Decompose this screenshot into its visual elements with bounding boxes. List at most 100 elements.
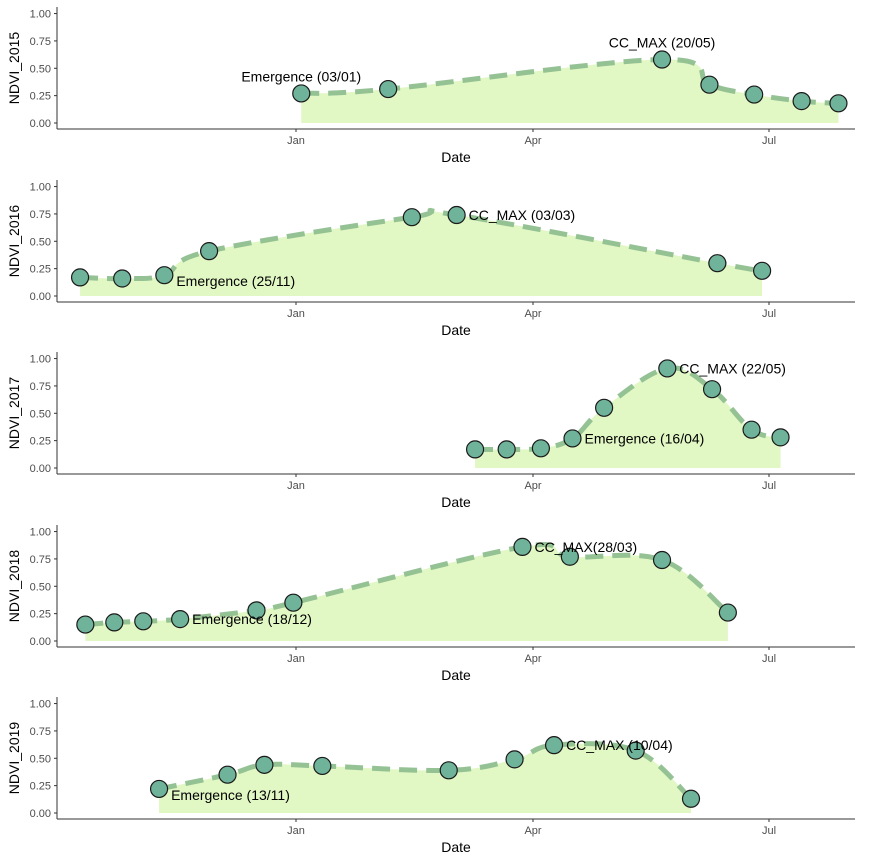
- y-tick-label: 1.00: [30, 9, 51, 21]
- ndvi-point: [402, 208, 421, 227]
- ndvi-point: [218, 765, 237, 784]
- ndvi-point: [439, 761, 458, 780]
- ndvi-area: [475, 367, 781, 468]
- annotation-label: Emergence (18/12): [192, 611, 312, 627]
- y-tick-label: 1.00: [30, 699, 51, 711]
- y-tick-label: 1.00: [30, 182, 51, 194]
- annotation-label: CC_MAX (10/04): [566, 737, 673, 753]
- y-tick-label: 0.75: [30, 36, 51, 48]
- ndvi-area: [301, 59, 839, 123]
- ndvi-point: [247, 601, 266, 620]
- x-tick-label: Jan: [287, 653, 305, 665]
- x-tick-label: Jul: [762, 308, 776, 320]
- annotation-label: CC_MAX (22/05): [679, 360, 786, 376]
- ndvi-panel-1: 0.00 0.25 0.50 0.75 1.00 Jan Apr Jul Date NDVI_20…: [6, 7, 855, 165]
- y-tick-label: 0.00: [30, 463, 51, 475]
- x-tick-label: Jul: [762, 653, 776, 665]
- ndvi-line: [158, 741, 693, 801]
- ndvi-point: [70, 268, 90, 287]
- ndvi-point: [829, 94, 848, 113]
- y-axis-title: NDVI_2016: [6, 205, 22, 278]
- ndvi-point: [379, 79, 398, 99]
- y-tick-label: 0.50: [30, 63, 51, 75]
- ndvi-point: [563, 429, 582, 448]
- ndvi-point: [447, 205, 466, 225]
- ndvi-point: [718, 603, 737, 622]
- ndvi-point: [134, 612, 153, 631]
- ndvi-area: [159, 743, 692, 813]
- ndvi-point: [544, 736, 564, 755]
- ndvi-point: [255, 755, 274, 774]
- y-tick-label: 0.75: [30, 381, 51, 393]
- y-tick-label: 0.50: [30, 753, 51, 765]
- annotation-label: Emergence (25/11): [176, 273, 295, 289]
- x-axis-title: Date: [441, 667, 471, 683]
- ndvi-point: [594, 398, 614, 417]
- annotation-label: Emergence (13/11): [171, 787, 290, 803]
- ndvi-point: [771, 428, 790, 447]
- ndvi-point: [652, 550, 672, 570]
- ndvi-point: [200, 242, 219, 261]
- y-axis-title: NDVI_2018: [6, 550, 22, 623]
- x-tick-label: Jul: [762, 135, 776, 147]
- x-axis-title: Date: [441, 149, 471, 165]
- y-axis-title: NDVI_2019: [6, 722, 22, 795]
- annotation-label: Emergence (03/01): [241, 68, 361, 84]
- y-tick-label: 1.00: [30, 527, 51, 539]
- y-axis-title: NDVI_2017: [6, 377, 22, 450]
- ndvi-point: [149, 779, 169, 799]
- ndvi-point: [292, 84, 311, 103]
- x-tick-label: Jan: [287, 308, 305, 320]
- ndvi-panel-3: 0.00 0.25 0.50 0.75 1.00 Jan Apr Jul Date NDVI_20…: [6, 352, 855, 510]
- ndvi-point: [513, 537, 532, 556]
- ndvi-point: [284, 593, 303, 612]
- ndvi-point: [155, 266, 174, 285]
- y-axis-title: NDVI_2015: [6, 32, 22, 105]
- y-tick-label: 0.75: [30, 554, 51, 566]
- x-axis-title: Date: [441, 322, 471, 338]
- annotation-label: CC_MAX (20/05): [609, 35, 716, 51]
- y-tick-label: 0.00: [30, 118, 51, 130]
- x-tick-label: Apr: [524, 653, 541, 665]
- annotation-label: CC_MAX (03/03): [469, 207, 576, 223]
- x-tick-label: Apr: [524, 480, 541, 492]
- y-tick-label: 0.00: [30, 636, 51, 648]
- ndvi-point: [652, 50, 672, 69]
- y-tick-label: 0.00: [30, 808, 51, 820]
- annotation-label: CC_MAX(28/03): [534, 539, 637, 555]
- ndvi-point: [626, 741, 645, 760]
- ndvi-point: [752, 261, 772, 280]
- x-axis-title: Date: [441, 839, 471, 855]
- x-tick-label: Jan: [287, 135, 305, 147]
- y-tick-label: 0.00: [30, 291, 51, 303]
- y-tick-label: 0.25: [30, 264, 51, 276]
- ndvi-point: [113, 269, 132, 288]
- y-tick-label: 0.25: [30, 781, 51, 793]
- y-tick-label: 1.00: [30, 354, 51, 366]
- ndvi-point: [792, 92, 811, 111]
- ndvi-area: [80, 210, 763, 296]
- ndvi-point: [681, 789, 701, 808]
- ndvi-point: [745, 85, 764, 104]
- y-tick-label: 0.75: [30, 209, 51, 221]
- x-tick-label: Jul: [762, 825, 776, 837]
- ndvi-panel-5: 0.00 0.25 0.50 0.75 1.00 Jan Apr Jul Date NDVI_20…: [6, 697, 855, 855]
- ndvi-point: [465, 440, 485, 459]
- ndvi-point: [313, 756, 332, 776]
- y-tick-label: 0.75: [30, 726, 51, 738]
- y-tick-label: 0.50: [30, 408, 51, 420]
- x-axis-title: Date: [441, 494, 471, 510]
- ndvi-point: [531, 439, 551, 458]
- y-tick-label: 0.50: [30, 581, 51, 593]
- ndvi-point: [171, 610, 190, 629]
- x-tick-label: Apr: [524, 308, 541, 320]
- y-tick-label: 0.25: [30, 91, 51, 103]
- ndvi-point: [76, 615, 95, 634]
- ndvi-point: [708, 254, 727, 273]
- ndvi-point: [742, 420, 761, 439]
- ndvi-panel-4: 0.00 0.25 0.50 0.75 1.00 Jan Apr Jul Date NDVI_20…: [6, 525, 855, 683]
- x-tick-label: Apr: [524, 135, 541, 147]
- ndvi-point: [505, 750, 524, 769]
- ndvi-point: [700, 75, 719, 94]
